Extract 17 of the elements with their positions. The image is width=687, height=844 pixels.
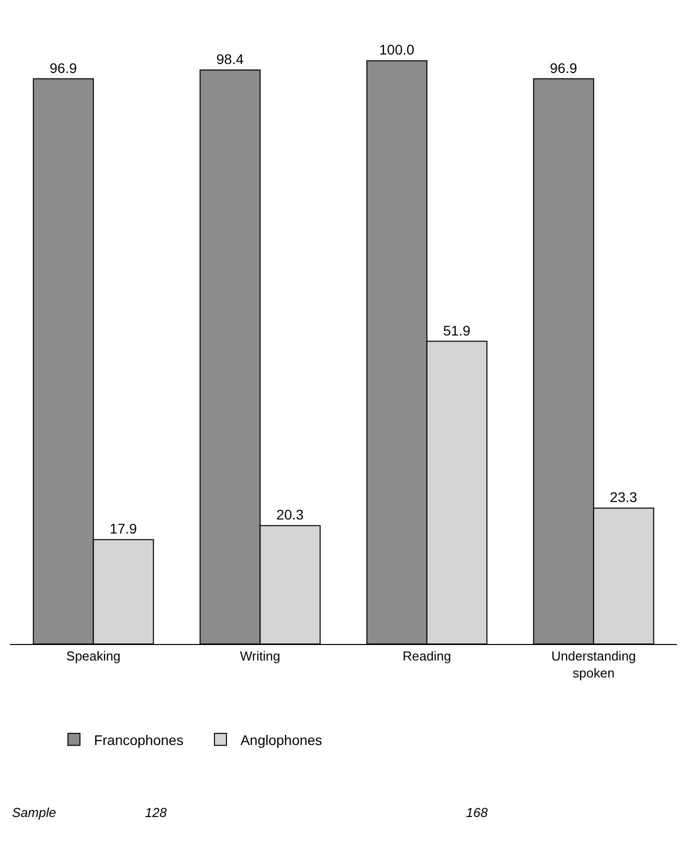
x-tick-label: Speaking <box>66 648 120 664</box>
data-label: 17.9 <box>110 520 138 537</box>
data-label: 96.9 <box>50 60 78 76</box>
text: Sample <box>12 805 56 820</box>
legend-label: Francophones <box>94 732 184 748</box>
data-label: 51.9 <box>443 322 471 338</box>
text: 168 <box>466 805 488 820</box>
x-tick-label: Reading <box>402 648 452 664</box>
data-label: 100.0 <box>379 42 414 58</box>
x-tick-label: Understanding spoken <box>551 648 636 680</box>
data-label: 96.9 <box>550 60 578 76</box>
x-tick-label: Writing <box>240 648 280 664</box>
legend-label: Anglophones <box>240 732 322 748</box>
data-label: 23.3 <box>610 489 638 506</box>
data-label: 98.4 <box>216 51 244 68</box>
text: 128 <box>145 805 168 820</box>
data-label: 20.3 <box>276 506 304 523</box>
